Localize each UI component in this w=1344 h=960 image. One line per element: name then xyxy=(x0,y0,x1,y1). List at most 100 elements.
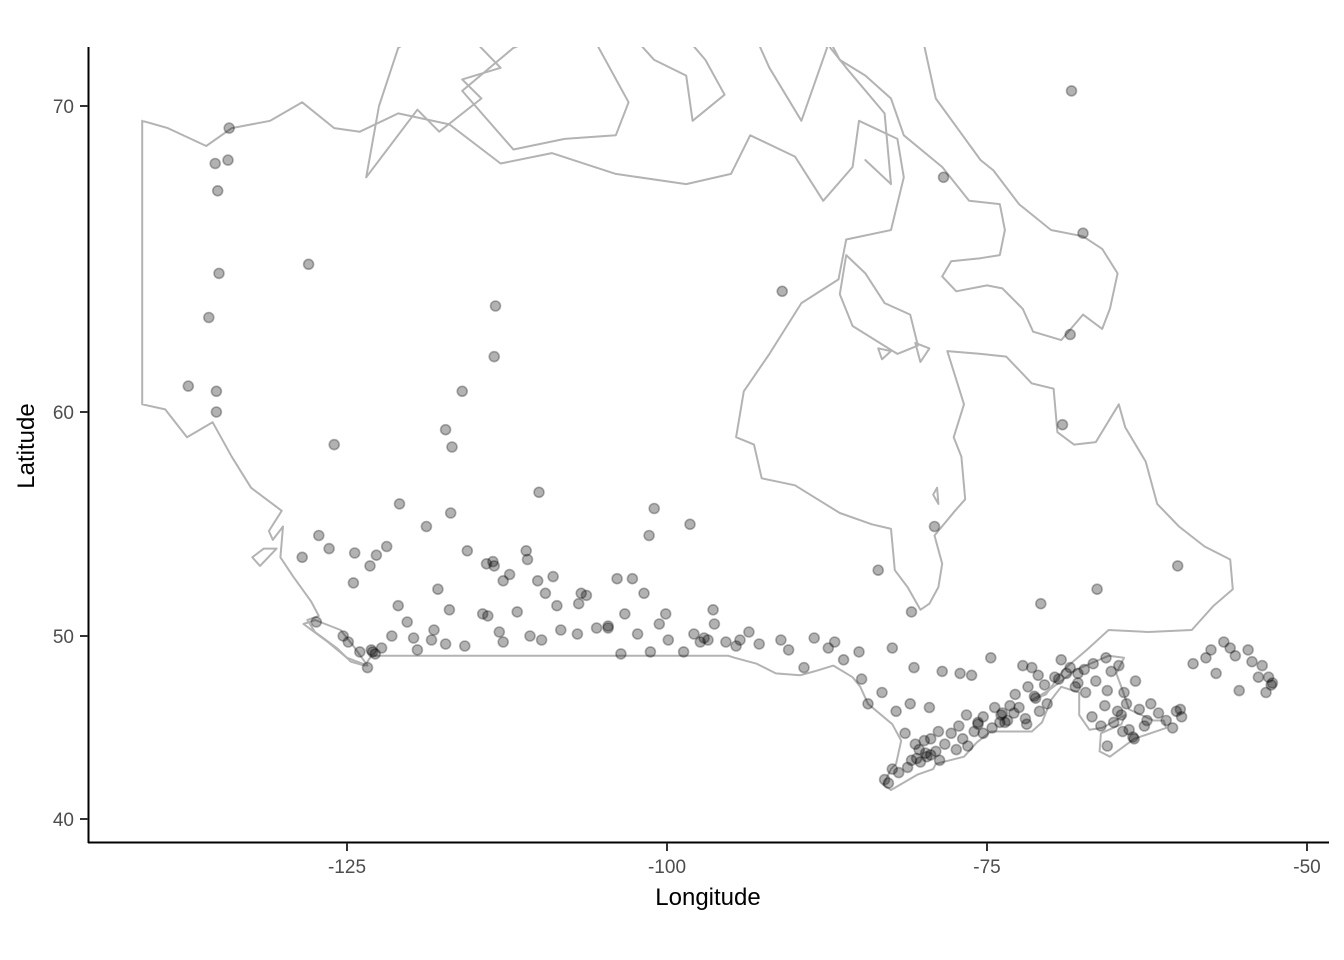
data-point xyxy=(1260,686,1272,699)
data-point xyxy=(901,761,914,774)
data-point xyxy=(984,651,997,664)
data-point xyxy=(1233,684,1245,697)
data-point xyxy=(878,773,891,786)
data-point xyxy=(937,171,950,184)
data-point xyxy=(1205,644,1217,656)
data-point xyxy=(892,766,905,779)
data-point xyxy=(1123,723,1135,736)
data-point xyxy=(1210,667,1222,680)
data-point xyxy=(952,720,965,732)
data-point xyxy=(1091,583,1103,596)
data-point xyxy=(1033,705,1046,718)
data-point xyxy=(572,597,585,610)
data-point xyxy=(420,520,433,533)
data-point xyxy=(876,686,888,699)
outline-trace xyxy=(141,101,1234,791)
data-point xyxy=(1266,677,1279,689)
data-point xyxy=(905,606,918,618)
data-point xyxy=(808,632,821,644)
data-point xyxy=(443,603,456,616)
data-point xyxy=(476,608,489,620)
data-point xyxy=(1138,720,1151,732)
data-point xyxy=(1072,677,1084,689)
data-point xyxy=(615,648,627,660)
data-point xyxy=(1175,710,1188,723)
data-point xyxy=(886,642,899,654)
outline-trace xyxy=(758,47,828,122)
data-point xyxy=(393,498,406,510)
data-point xyxy=(521,553,534,566)
data-point xyxy=(1160,714,1172,727)
data-point xyxy=(210,385,223,398)
data-point xyxy=(919,747,932,760)
outline-trace xyxy=(914,341,931,363)
data-point xyxy=(364,560,376,572)
data-point xyxy=(730,640,742,652)
data-point xyxy=(1242,644,1254,656)
data-point xyxy=(439,423,452,436)
outline-trace xyxy=(877,347,892,361)
data-point xyxy=(932,725,945,738)
data-point xyxy=(753,638,766,650)
data-point xyxy=(662,634,675,646)
data-point xyxy=(575,587,588,600)
data-point xyxy=(1141,714,1153,727)
data-point xyxy=(853,646,865,658)
data-point xyxy=(1171,560,1184,572)
data-point xyxy=(1252,671,1265,684)
data-point xyxy=(361,661,374,674)
data-point xyxy=(923,701,936,714)
data-point xyxy=(1035,597,1047,610)
data-point xyxy=(938,738,951,751)
data-point xyxy=(1101,684,1114,697)
data-point xyxy=(1004,699,1016,712)
data-point xyxy=(1229,649,1242,662)
data-point xyxy=(1129,675,1142,687)
data-point xyxy=(928,520,941,533)
data-point xyxy=(945,727,958,740)
outline-trace xyxy=(831,47,1119,342)
data-point xyxy=(611,572,623,585)
data-point xyxy=(1166,722,1179,734)
data-point xyxy=(1095,720,1107,732)
y-tick-label: 70 xyxy=(53,97,74,118)
data-point xyxy=(961,740,974,752)
data-point xyxy=(1218,636,1230,648)
data-point xyxy=(407,632,420,644)
outline-trace xyxy=(302,619,369,667)
outline-trace xyxy=(641,47,726,122)
data-point xyxy=(886,763,899,775)
data-point xyxy=(644,646,657,658)
data-point xyxy=(688,628,700,640)
data-point xyxy=(1013,701,1025,714)
data-point xyxy=(1120,697,1133,710)
data-point xyxy=(461,544,474,557)
data-point xyxy=(999,716,1011,729)
data-point xyxy=(1056,418,1069,431)
outline-trace xyxy=(461,47,630,151)
y-axis-ticks: 40 50 60 70 xyxy=(53,97,88,831)
data-point xyxy=(1152,707,1165,719)
data-point xyxy=(370,549,383,562)
data-point xyxy=(302,258,315,271)
data-point xyxy=(1064,328,1076,341)
data-point xyxy=(458,640,471,652)
outline-trace xyxy=(838,254,919,355)
data-point xyxy=(904,697,917,710)
data-point xyxy=(539,587,552,600)
data-point xyxy=(960,709,973,721)
coastline-outline xyxy=(141,47,1234,791)
data-point xyxy=(862,697,874,710)
data-point xyxy=(425,634,438,646)
data-point xyxy=(348,547,361,559)
data-point xyxy=(977,727,990,740)
data-point xyxy=(648,502,661,515)
data-point xyxy=(411,644,424,656)
data-point xyxy=(203,311,215,324)
data-point xyxy=(365,644,378,656)
data-point xyxy=(1265,679,1277,691)
data-point xyxy=(782,644,795,656)
data-point xyxy=(677,646,690,658)
data-point xyxy=(618,608,631,620)
data-point xyxy=(905,754,918,767)
